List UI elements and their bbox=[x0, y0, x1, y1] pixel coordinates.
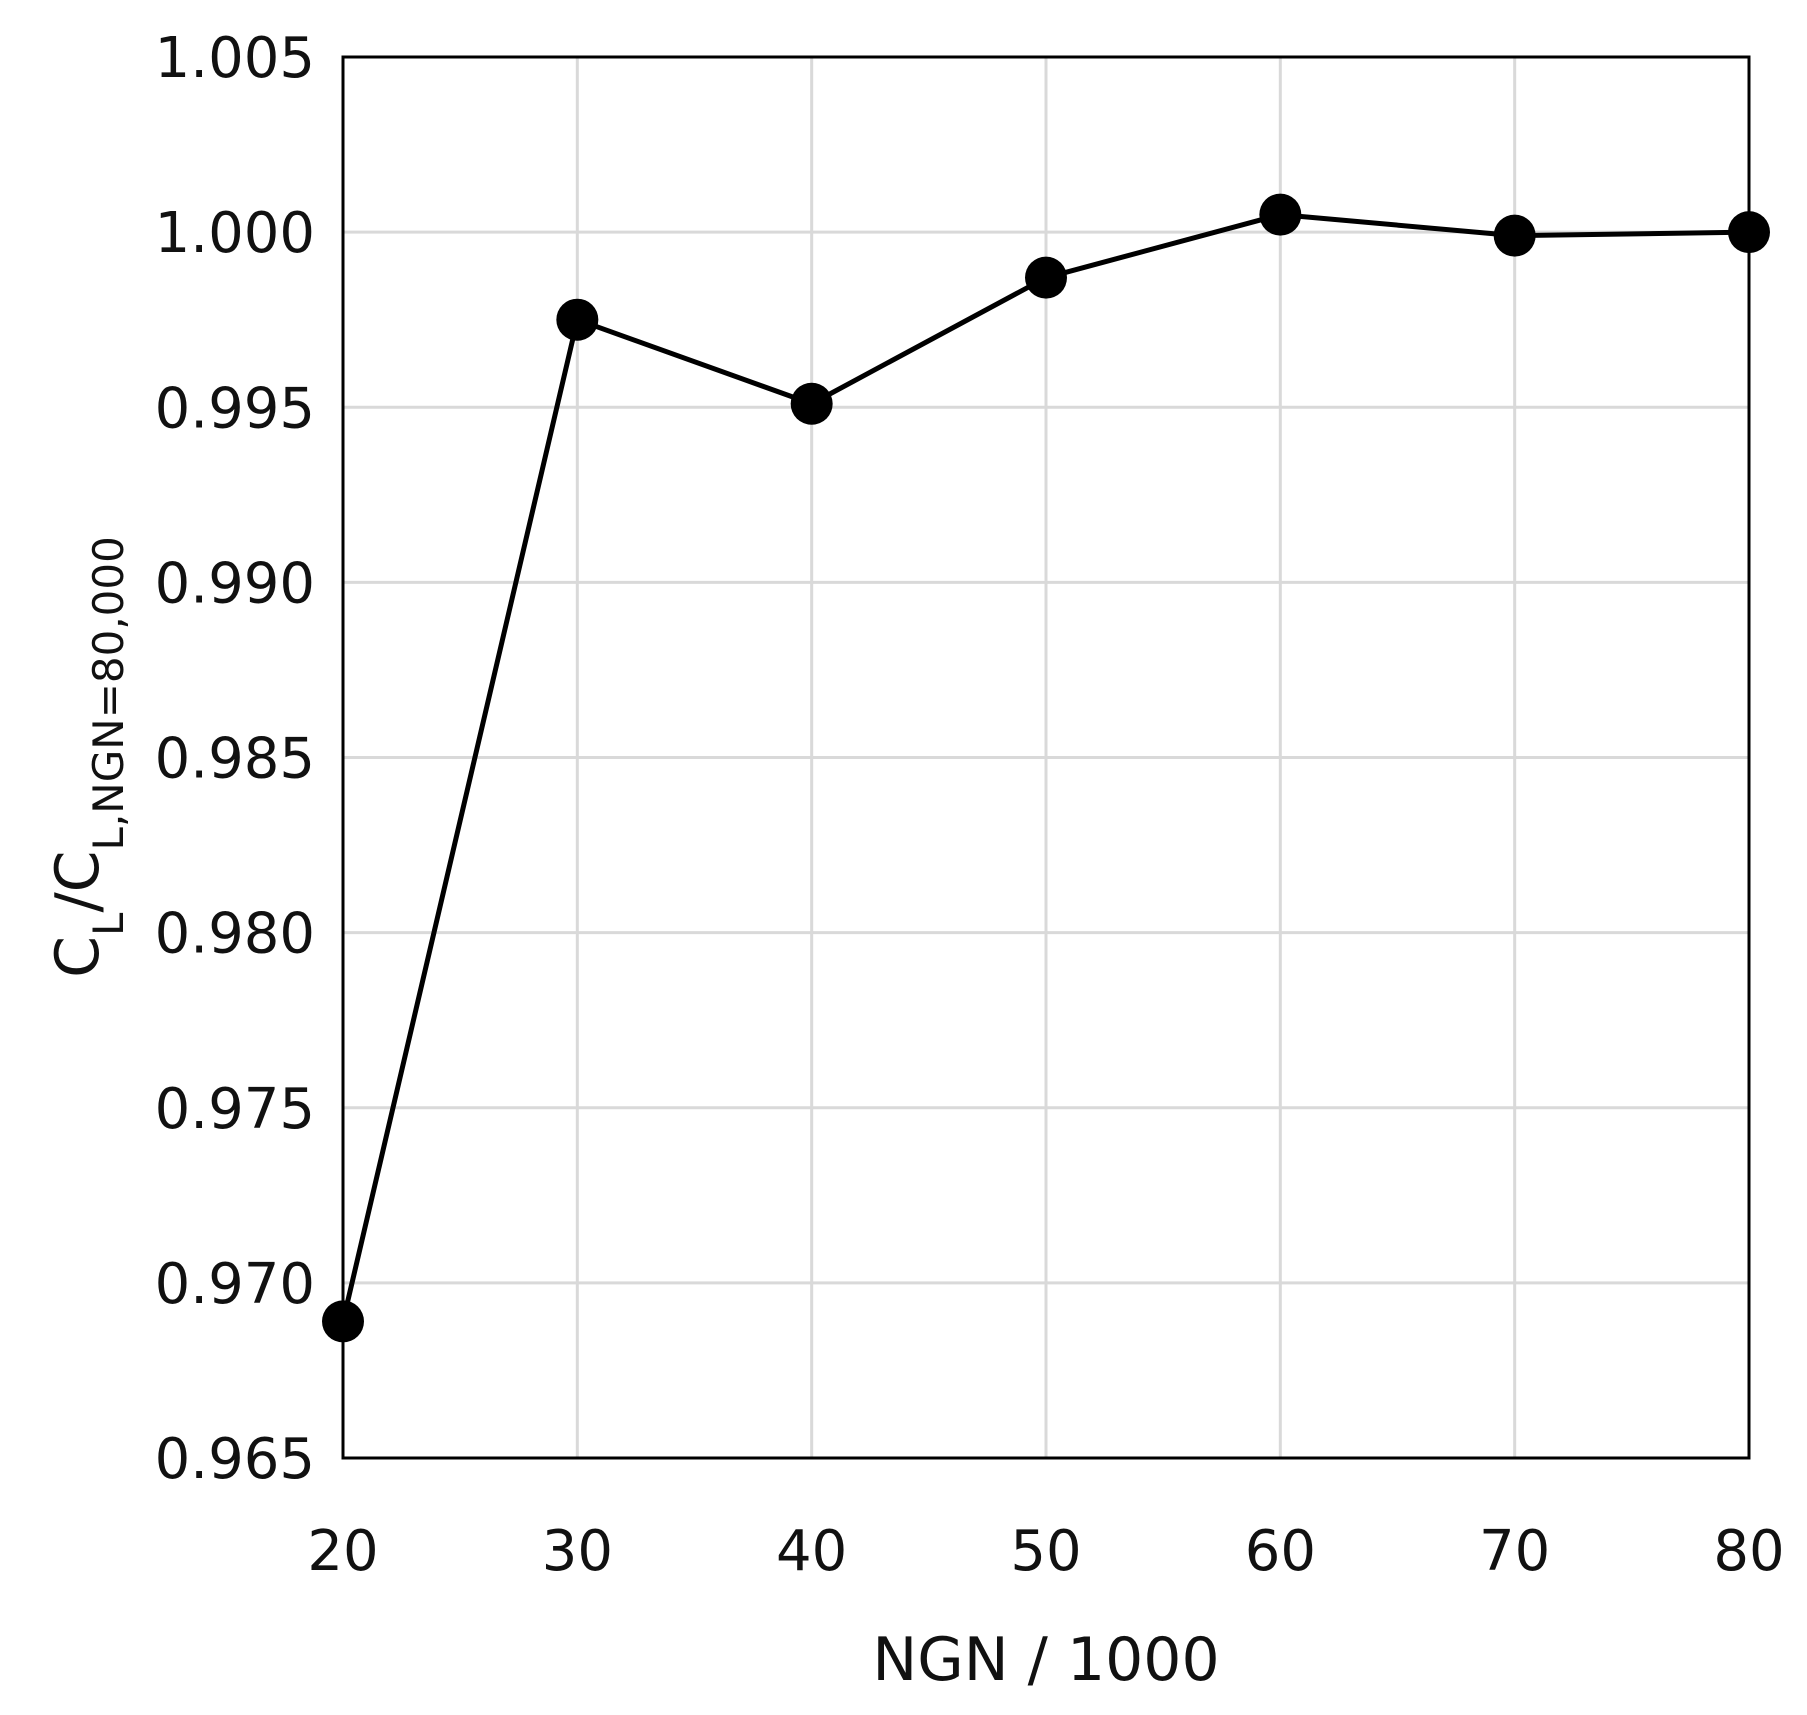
x-tick-label: 30 bbox=[542, 1519, 613, 1584]
y-tick-label: 1.000 bbox=[155, 201, 315, 266]
x-tick-label: 40 bbox=[776, 1519, 847, 1584]
x-tick-labels: 20 30 40 50 60 70 80 bbox=[307, 1519, 1784, 1584]
y-tick-label: 0.985 bbox=[155, 727, 315, 792]
y-tick-labels: 0.965 0.970 0.975 0.980 0.985 0.990 0.995 1.000… bbox=[155, 26, 315, 1492]
y-axis-title: CL/CL,NGN=80,000 bbox=[43, 536, 133, 978]
y-tick-label: 0.980 bbox=[155, 902, 315, 967]
y-axis-title-main: C bbox=[43, 936, 113, 978]
data-point bbox=[1259, 193, 1302, 236]
x-tick-label: 80 bbox=[1713, 1519, 1784, 1584]
data-point bbox=[1728, 211, 1770, 254]
y-tick-label: 0.970 bbox=[155, 1252, 315, 1317]
data-point bbox=[556, 298, 599, 341]
y-tick-label: 0.975 bbox=[155, 1077, 315, 1142]
series-layer bbox=[322, 193, 1770, 1343]
data-point bbox=[790, 382, 833, 425]
y-axis-title-sub2: L,NGN=80,000 bbox=[84, 536, 133, 850]
y-axis-title-slash: /C bbox=[43, 850, 113, 912]
grid-lines bbox=[341, 55, 1751, 1460]
x-tick-label: 50 bbox=[1010, 1519, 1081, 1584]
x-tick-label: 70 bbox=[1479, 1519, 1550, 1584]
plot-frame bbox=[341, 55, 1751, 1460]
y-tick-label: 1.005 bbox=[155, 26, 315, 91]
x-axis-title: NGN / 1000 bbox=[872, 1625, 1219, 1695]
y-tick-label: 0.965 bbox=[155, 1427, 315, 1492]
y-tick-label: 0.990 bbox=[155, 551, 315, 616]
y-tick-label: 0.995 bbox=[155, 376, 315, 441]
x-tick-label: 60 bbox=[1245, 1519, 1316, 1584]
x-tick-label: 20 bbox=[307, 1519, 378, 1584]
data-point bbox=[1025, 256, 1067, 299]
data-point bbox=[322, 1300, 364, 1343]
data-point bbox=[1493, 214, 1536, 257]
y-axis-title-sub1: L bbox=[84, 912, 133, 936]
